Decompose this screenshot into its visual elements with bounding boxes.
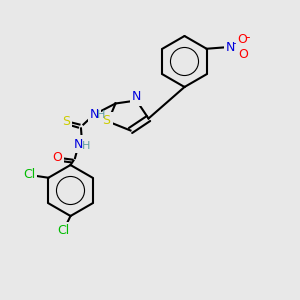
Text: O: O xyxy=(238,33,248,46)
Text: H: H xyxy=(97,110,105,121)
Text: H: H xyxy=(82,141,90,152)
Text: Cl: Cl xyxy=(23,168,35,181)
Text: S: S xyxy=(62,115,70,128)
Text: O: O xyxy=(238,48,248,61)
Text: S: S xyxy=(103,114,110,127)
Text: Cl: Cl xyxy=(57,224,69,238)
Text: N: N xyxy=(90,107,99,121)
Text: N: N xyxy=(74,137,84,151)
Text: N: N xyxy=(132,90,141,104)
Text: +: + xyxy=(232,39,240,49)
Text: O: O xyxy=(52,151,62,164)
Text: N: N xyxy=(226,41,235,54)
Text: -: - xyxy=(245,31,250,44)
